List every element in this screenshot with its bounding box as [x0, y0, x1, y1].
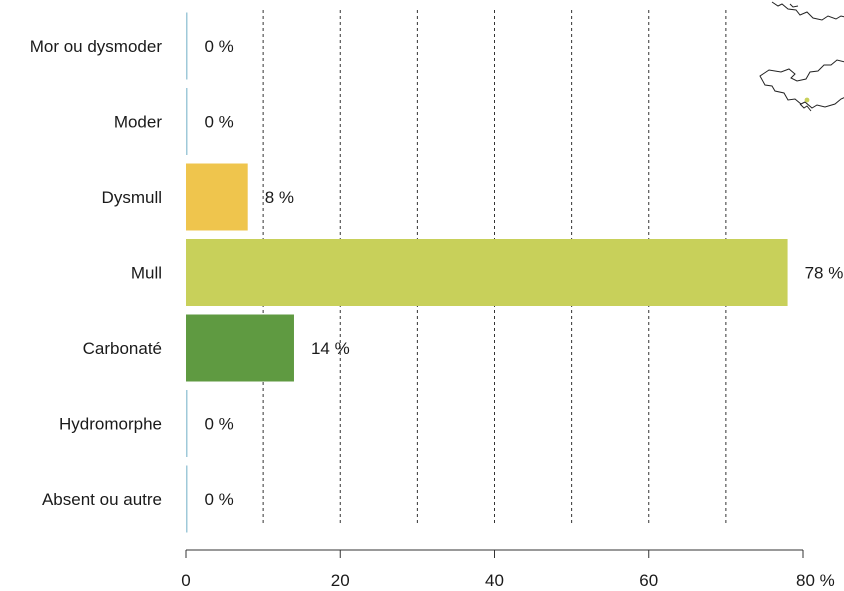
- bar: [186, 239, 788, 306]
- bar: [186, 12, 188, 80]
- x-tick-label: 80 %: [796, 571, 835, 590]
- category-label: Carbonaté: [83, 339, 162, 358]
- value-label: 78 %: [805, 264, 844, 283]
- bar: [186, 163, 248, 231]
- bar: [186, 465, 188, 533]
- category-label: Absent ou autre: [42, 490, 162, 509]
- value-label: 0 %: [205, 37, 234, 56]
- category-label: Mor ou dysmoder: [30, 37, 163, 56]
- map-outline-icon: [759, 1, 844, 112]
- value-label: 0 %: [205, 113, 234, 132]
- value-label: 0 %: [205, 490, 234, 509]
- value-labels: 0 % 0 % 8 % 78 % 14 % 0 % 0 %: [205, 37, 844, 509]
- map-highlight-marker: [804, 97, 810, 103]
- x-tick-label: 20: [331, 571, 350, 590]
- x-tick-label: 0: [181, 571, 190, 590]
- category-label: Moder: [114, 113, 163, 132]
- x-tick-label: 40: [485, 571, 504, 590]
- category-label: Dysmull: [102, 188, 162, 207]
- category-label: Hydromorphe: [59, 415, 162, 434]
- value-label: 14 %: [311, 339, 350, 358]
- value-label: 8 %: [265, 188, 294, 207]
- bar: [186, 88, 188, 155]
- x-tick-label: 60: [639, 571, 658, 590]
- bars-layer: [186, 12, 788, 533]
- value-label: 0 %: [205, 415, 234, 434]
- category-label: Mull: [131, 264, 162, 283]
- x-axis: 0 20 40 60 80 %: [181, 549, 835, 590]
- category-labels: Mor ou dysmoder Moder Dysmull Mull Carbonaté…: [30, 37, 163, 509]
- bar: [186, 390, 188, 457]
- bar: [186, 314, 294, 382]
